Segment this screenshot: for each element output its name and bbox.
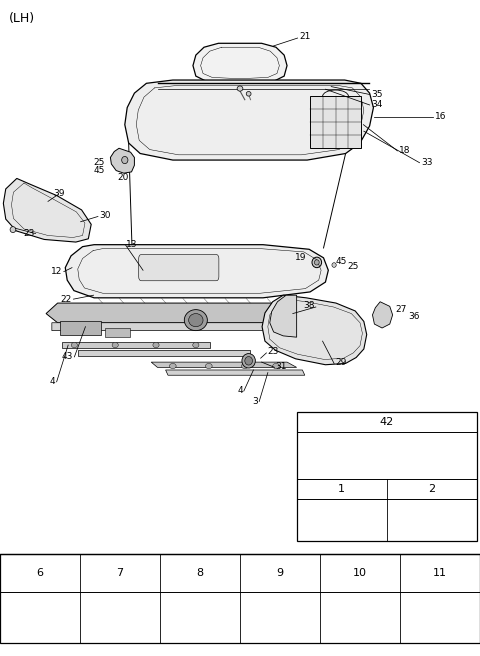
Text: 16: 16 <box>435 112 446 121</box>
Text: 3: 3 <box>252 397 258 406</box>
Ellipse shape <box>332 262 336 268</box>
Ellipse shape <box>114 592 126 605</box>
Ellipse shape <box>314 260 319 265</box>
Ellipse shape <box>192 342 199 348</box>
Text: 7: 7 <box>117 567 123 578</box>
Polygon shape <box>78 350 250 356</box>
Text: 4: 4 <box>49 377 55 386</box>
Ellipse shape <box>336 498 347 510</box>
Text: 11: 11 <box>433 567 447 578</box>
Bar <box>0 554 480 643</box>
Ellipse shape <box>205 363 212 369</box>
Text: 27: 27 <box>396 305 407 314</box>
FancyBboxPatch shape <box>139 255 219 281</box>
Ellipse shape <box>184 310 207 331</box>
Text: 21: 21 <box>299 32 311 41</box>
Polygon shape <box>262 295 367 365</box>
Ellipse shape <box>34 592 46 605</box>
Polygon shape <box>151 362 297 367</box>
Ellipse shape <box>274 592 286 605</box>
Text: 22: 22 <box>61 295 72 304</box>
Ellipse shape <box>10 226 16 232</box>
Polygon shape <box>62 342 210 348</box>
Polygon shape <box>193 43 287 83</box>
Text: 10: 10 <box>353 567 367 578</box>
Text: 13: 13 <box>126 239 138 249</box>
Bar <box>36 604 44 630</box>
Text: 30: 30 <box>99 211 110 220</box>
Bar <box>60 321 101 335</box>
Text: 43: 43 <box>61 352 73 361</box>
Text: 34: 34 <box>371 100 383 110</box>
Text: 12: 12 <box>51 267 62 276</box>
Ellipse shape <box>242 354 255 368</box>
Ellipse shape <box>237 86 243 91</box>
Polygon shape <box>52 323 288 331</box>
Text: 45: 45 <box>93 166 105 175</box>
Polygon shape <box>3 178 91 242</box>
Text: 33: 33 <box>421 158 433 167</box>
Ellipse shape <box>241 363 248 369</box>
Bar <box>196 604 204 630</box>
Polygon shape <box>46 303 287 323</box>
Ellipse shape <box>112 342 118 348</box>
Text: 36: 36 <box>408 312 420 321</box>
Polygon shape <box>166 370 305 375</box>
Polygon shape <box>65 245 328 298</box>
Text: 25: 25 <box>348 262 359 271</box>
Text: 6: 6 <box>36 567 44 578</box>
Text: 23: 23 <box>23 229 35 238</box>
Text: 9: 9 <box>276 567 284 578</box>
Polygon shape <box>372 302 393 328</box>
Text: 8: 8 <box>196 567 204 578</box>
Text: 19: 19 <box>295 253 306 262</box>
Ellipse shape <box>189 314 203 327</box>
Text: 2: 2 <box>428 483 435 494</box>
Text: 31: 31 <box>276 361 287 371</box>
Bar <box>356 603 364 632</box>
Bar <box>384 443 390 468</box>
Text: 4: 4 <box>237 386 243 396</box>
Text: 20: 20 <box>117 173 129 182</box>
Ellipse shape <box>312 257 322 268</box>
Ellipse shape <box>169 363 176 369</box>
Bar <box>310 96 361 148</box>
Text: 18: 18 <box>399 146 411 155</box>
Text: (LH): (LH) <box>9 12 35 25</box>
Text: 23: 23 <box>267 347 278 356</box>
Ellipse shape <box>194 592 206 605</box>
Ellipse shape <box>71 342 78 348</box>
Polygon shape <box>270 295 297 337</box>
Bar <box>276 604 284 630</box>
Bar <box>433 592 447 603</box>
Ellipse shape <box>153 342 159 348</box>
Bar <box>297 412 477 541</box>
Bar <box>338 508 345 531</box>
Text: 39: 39 <box>53 189 64 198</box>
Ellipse shape <box>273 363 279 369</box>
Text: 29: 29 <box>335 358 347 367</box>
Bar <box>116 604 124 630</box>
Ellipse shape <box>122 157 128 164</box>
Text: 45: 45 <box>336 256 348 266</box>
Polygon shape <box>110 148 134 173</box>
Text: 25: 25 <box>93 158 105 167</box>
Bar <box>353 592 367 603</box>
Text: 1: 1 <box>338 483 345 494</box>
Polygon shape <box>125 80 373 160</box>
Text: 35: 35 <box>371 90 383 99</box>
Text: 42: 42 <box>380 417 394 427</box>
Ellipse shape <box>382 432 392 445</box>
Ellipse shape <box>246 91 251 96</box>
Ellipse shape <box>245 357 252 365</box>
Bar <box>428 508 435 531</box>
Ellipse shape <box>427 498 437 510</box>
Bar <box>436 603 444 632</box>
Text: 38: 38 <box>303 301 314 310</box>
Bar <box>105 328 130 337</box>
